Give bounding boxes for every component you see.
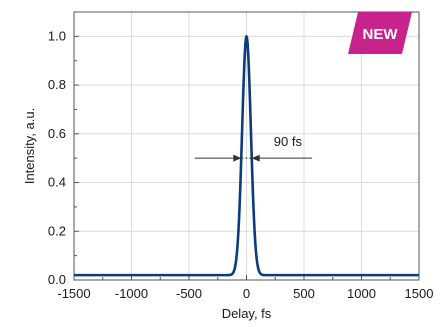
x-tick-label: 1500 [405, 286, 434, 301]
x-axis-title: Delay, fs [222, 306, 272, 321]
y-tick-label: 0.2 [48, 223, 66, 238]
new-badge: NEW [348, 12, 412, 54]
y-tick-label: 0.6 [48, 126, 66, 141]
new-badge-label: NEW [363, 26, 399, 43]
x-tick-label: -500 [176, 286, 202, 301]
x-tick-label: 1000 [347, 286, 376, 301]
series-line-0 [73, 35, 420, 277]
y-tick-label: 0.8 [48, 77, 66, 92]
x-tick-label: -1000 [115, 286, 148, 301]
fwhm-left-arrowhead [233, 154, 242, 162]
x-tick-label: 0 [243, 286, 250, 301]
y-tick-label: 1.0 [48, 28, 66, 43]
new-badge-shape [348, 12, 412, 54]
y-tick-label: 0.4 [48, 175, 66, 190]
x-tick-label: -1500 [57, 286, 90, 301]
y-axis-title: Intensity, a.u. [22, 108, 37, 184]
fwhm-label: 90 fs [274, 134, 303, 149]
y-tick-label: 0.0 [48, 272, 66, 287]
fwhm-right-arrowhead [251, 154, 260, 162]
x-tick-label: 500 [293, 286, 315, 301]
